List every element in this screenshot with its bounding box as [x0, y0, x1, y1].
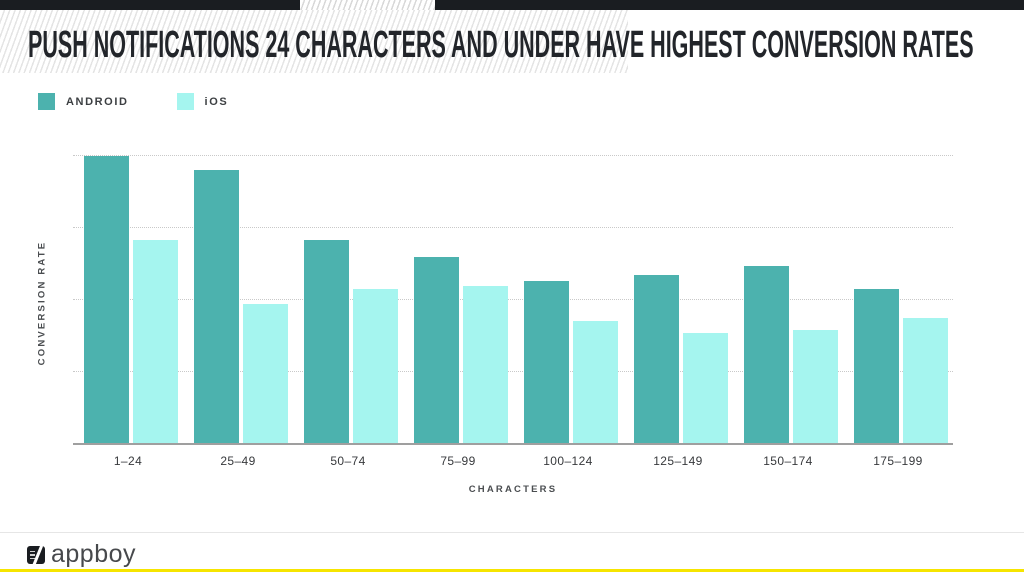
- bar-ios-150–174: [793, 330, 838, 443]
- x-tick-label: 125–149: [653, 454, 703, 468]
- footer-divider: [0, 532, 1024, 533]
- bar-ios-1–24: [133, 240, 178, 443]
- ios-color-swatch: [176, 93, 194, 110]
- bar-android-125–149: [634, 275, 679, 443]
- x-tick-label: 100–124: [543, 454, 593, 468]
- bar-android-50–74: [304, 240, 349, 443]
- bar-chart-plot-area: [73, 155, 953, 445]
- appboy-logo: appboy: [27, 540, 136, 569]
- bar-android-25–49: [194, 170, 239, 443]
- appboy-logo-icon: [27, 545, 45, 564]
- bar-android-100–124: [524, 281, 569, 443]
- bar-ios-25–49: [243, 304, 288, 443]
- x-tick-label: 175–199: [873, 454, 923, 468]
- bar-ios-75–99: [463, 286, 508, 443]
- android-color-swatch: [38, 93, 55, 110]
- bar-android-150–174: [744, 266, 789, 443]
- legend-label-android: ANDROID: [66, 95, 129, 108]
- bar-android-75–99: [414, 257, 459, 443]
- top-decorative-bar: [0, 0, 1024, 10]
- bar-android-1–24: [84, 156, 129, 443]
- title-hatch-background: [0, 10, 628, 73]
- gridline: [73, 155, 953, 156]
- appboy-wordmark: appboy: [51, 540, 137, 568]
- page-title-text: PUSH NOTIFICATIONS 24 CHARACTERS AND UND…: [28, 24, 974, 66]
- gridline: [73, 371, 953, 372]
- top-bar-hatch-segment: [300, 0, 435, 10]
- bar-ios-175–199: [903, 318, 948, 443]
- x-tick-label: 150–174: [763, 454, 813, 468]
- x-tick-label: 1–24: [113, 454, 143, 468]
- x-tick-label: 75–99: [440, 454, 476, 468]
- legend-label-ios: iOS: [204, 95, 229, 108]
- gridline: [73, 299, 953, 300]
- bar-ios-50–74: [353, 289, 398, 443]
- x-axis-title: CHARACTERS: [468, 484, 558, 495]
- gridline: [73, 227, 953, 228]
- x-axis-tick-labels: 1–24 25–49 50–74 75–99 100–124 125–149 150–174…: [73, 454, 953, 468]
- legend-item-ios: iOS: [176, 93, 229, 110]
- bar-ios-100–124: [573, 321, 618, 443]
- chart-legend: ANDROID iOS: [38, 93, 228, 110]
- bar-ios-125–149: [683, 333, 728, 443]
- legend-item-android: ANDROID: [38, 93, 129, 110]
- page-title: PUSH NOTIFICATIONS 24 CHARACTERS AND UND…: [28, 24, 1008, 67]
- bar-android-175–199: [854, 289, 899, 443]
- x-tick-label: 25–49: [220, 454, 256, 468]
- x-tick-label: 50–74: [330, 454, 366, 468]
- bottom-accent-line: [0, 569, 1024, 572]
- y-axis-title: CONVERSION RATE: [36, 240, 48, 366]
